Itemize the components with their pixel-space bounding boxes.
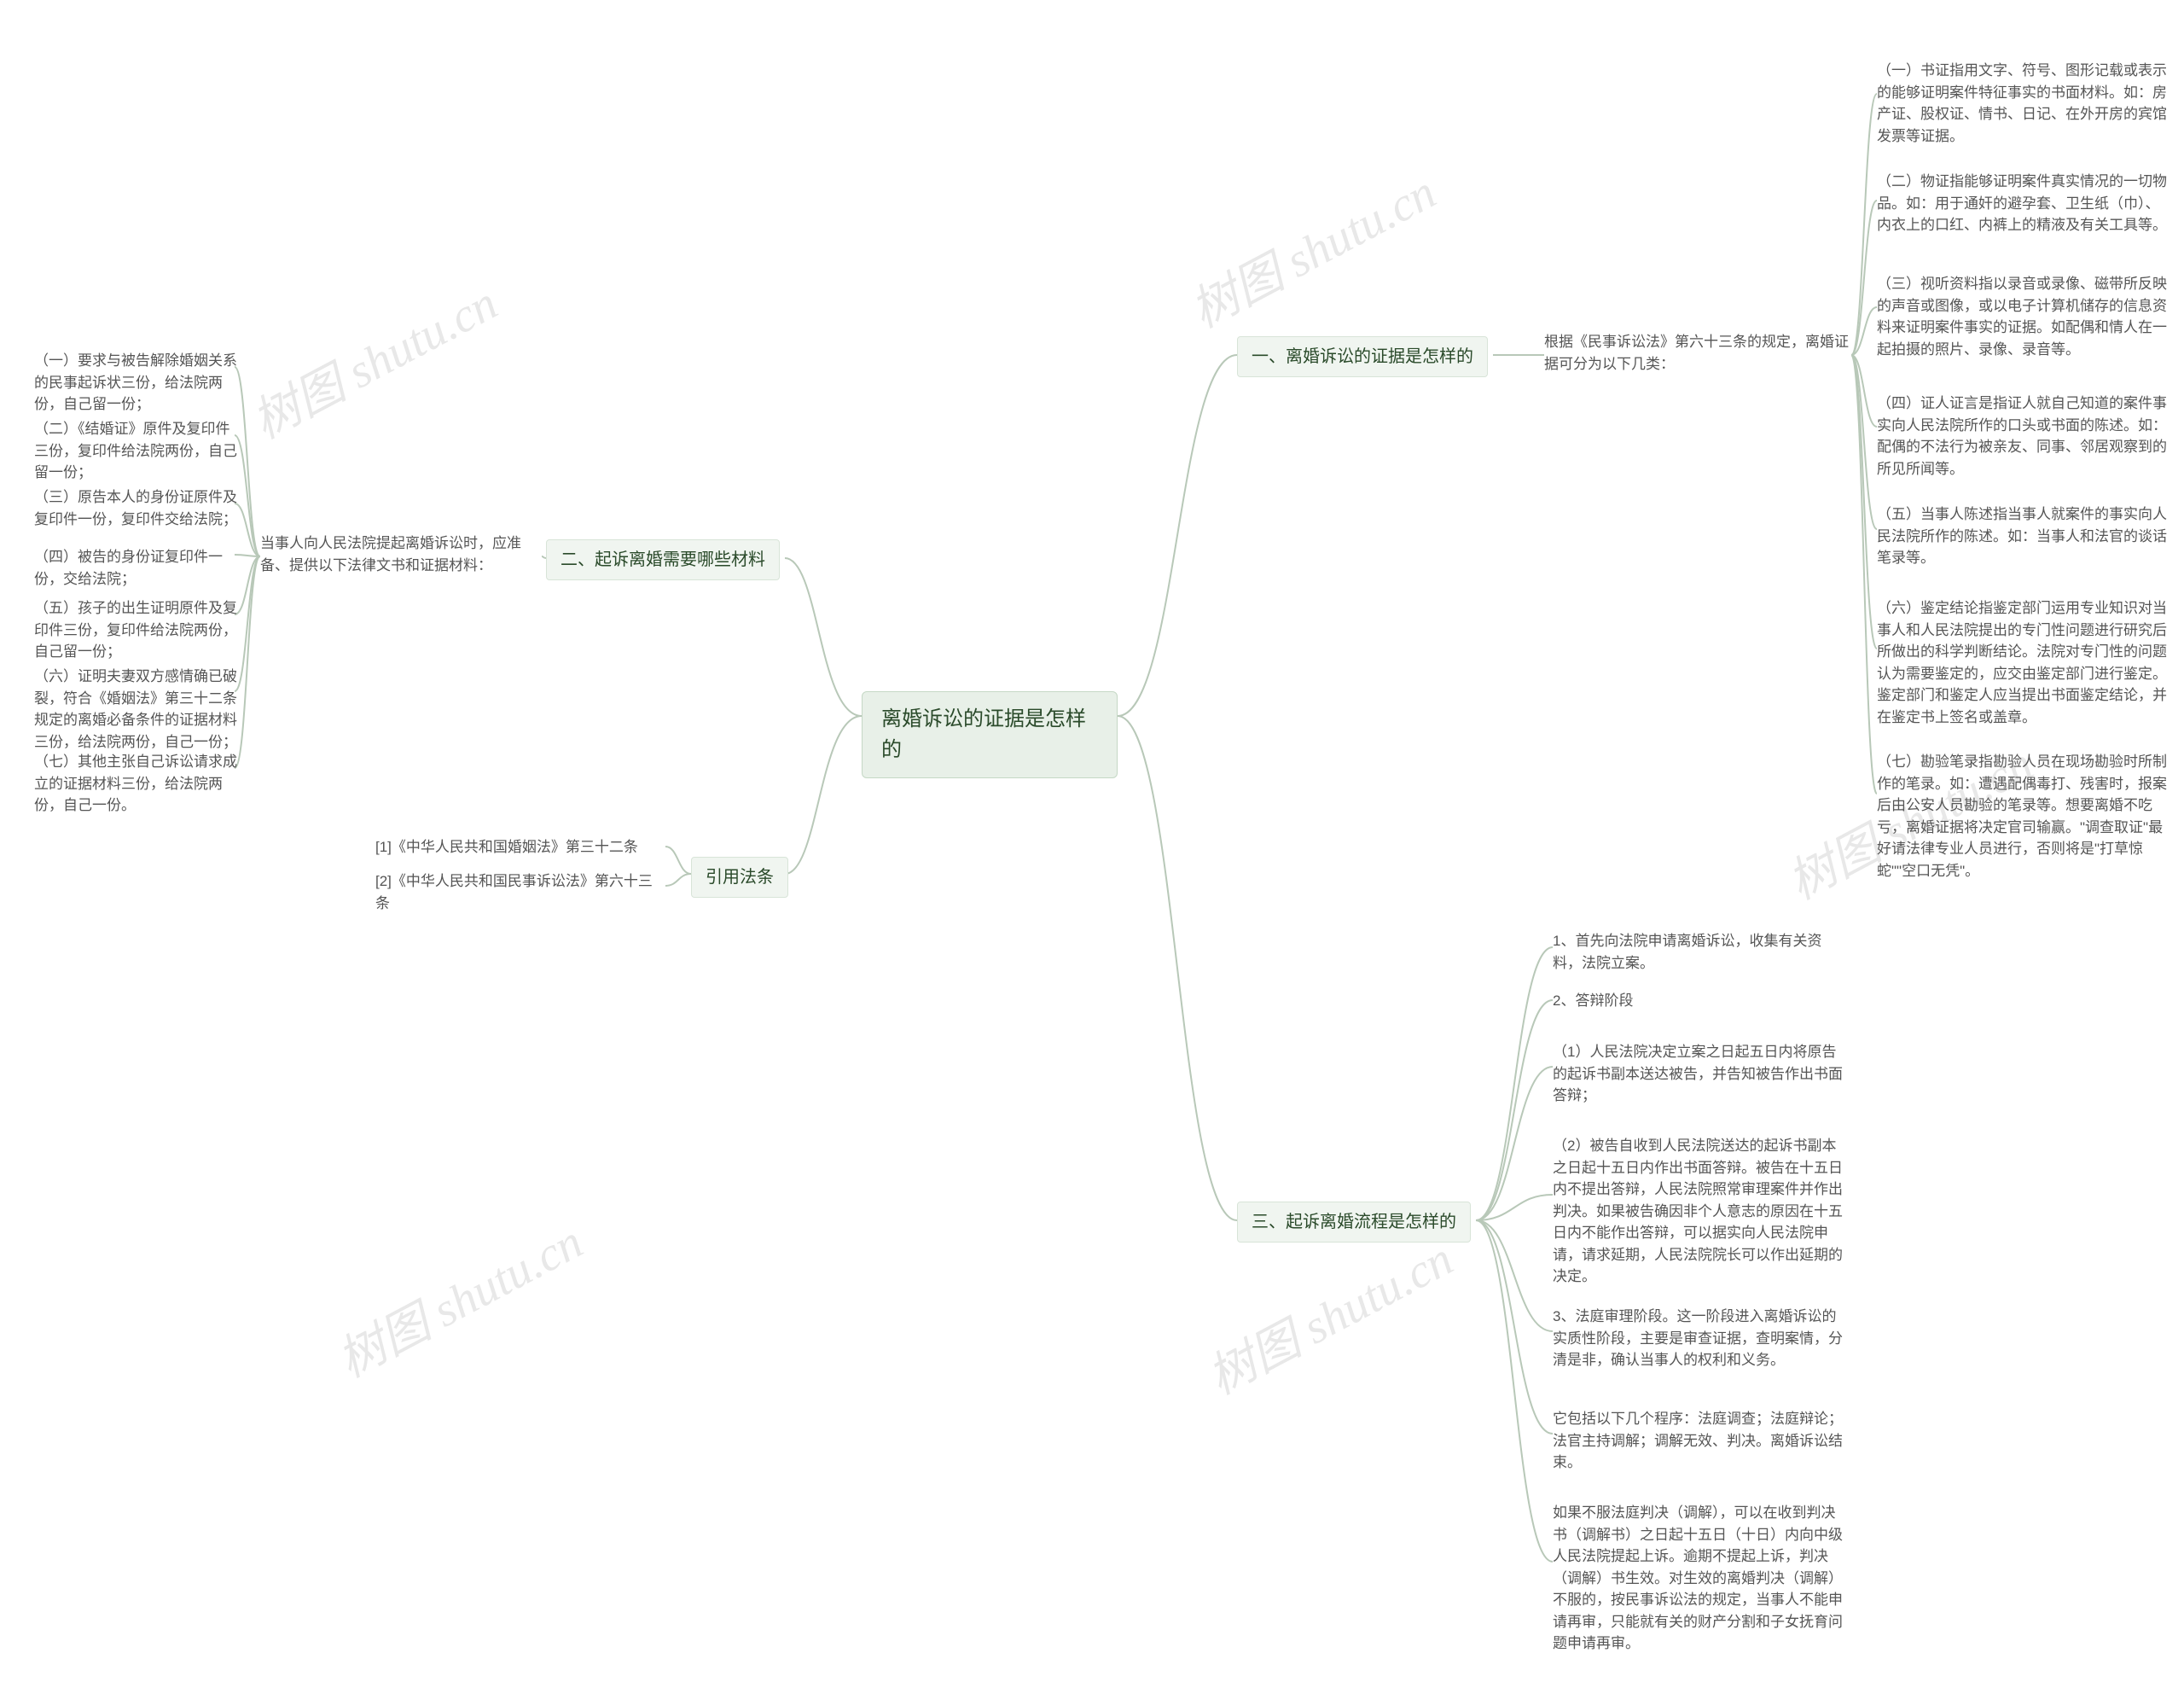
leaf-evidence-1: （一）书证指用文字、符号、图形记载或表示的能够证明案件特征事实的书面材料。如：房… <box>1877 60 2167 147</box>
leaf-process-1: 1、首先向法院申请离婚诉讼，收集有关资料，法院立案。 <box>1553 930 1843 974</box>
leaf-process-4: （2）被告自收到人民法院送达的起诉书副本之日起十五日内作出书面答辩。被告在十五日… <box>1553 1135 1843 1288</box>
leaf-evidence-4: （四）证人证言是指证人就自己知道的案件事实向人民法院所作的口头或书面的陈述。如：… <box>1877 393 2167 480</box>
watermark: 树图 shutu.cn <box>238 265 507 452</box>
watermark: 树图 shutu.cn <box>1176 154 1445 341</box>
leaf-citation-2: [2]《中华人民共和国民事诉讼法》第六十三条 <box>375 870 665 914</box>
leaf-material-7: （七）其他主张自己诉讼请求成立的证据材料三份，给法院两份，自己一份。 <box>34 751 239 817</box>
branch-evidence-types-sub: 根据《民事诉讼法》第六十三条的规定，离婚证据可分为以下几类： <box>1544 331 1851 375</box>
leaf-process-7: 如果不服法庭判决（调解），可以在收到判决书（调解书）之日起十五日（十日）内向中级… <box>1553 1502 1843 1655</box>
branch-citations[interactable]: 引用法条 <box>691 857 788 898</box>
leaf-process-2: 2、答辩阶段 <box>1553 990 1843 1012</box>
leaf-process-3: （1）人民法院决定立案之日起五日内将原告的起诉书副本送达被告，并告知被告作出书面… <box>1553 1041 1843 1107</box>
leaf-citation-1: [1]《中华人民共和国婚姻法》第三十二条 <box>375 836 665 858</box>
branch-materials-sub: 当事人向人民法院提起离婚诉讼时，应准备、提供以下法律文书和证据材料： <box>260 533 542 576</box>
leaf-process-5: 3、法庭审理阶段。这一阶段进入离婚诉讼的实质性阶段，主要是审查证据，查明案情，分… <box>1553 1306 1843 1371</box>
watermark: 树图 shutu.cn <box>1194 1221 1462 1408</box>
leaf-material-2: （二）《结婚证》原件及复印件三份，复印件给法院两份，自己留一份； <box>34 418 239 484</box>
leaf-material-6: （六）证明夫妻双方感情确已破裂，符合《婚姻法》第三十二条规定的离婚必备条件的证据… <box>34 666 239 753</box>
leaf-evidence-7: （七）勘验笔录指勘验人员在现场勘验时所制作的笔录。如：遭遇配偶毒打、残害时，报案… <box>1877 751 2167 882</box>
leaf-evidence-6: （六）鉴定结论指鉴定部门运用专业知识对当事人和人民法院提出的专门性问题进行研究后… <box>1877 597 2167 728</box>
leaf-evidence-5: （五）当事人陈述指当事人就案件的事实向人民法院所作的陈述。如：当事人和法官的谈话… <box>1877 503 2167 569</box>
leaf-material-5: （五）孩子的出生证明原件及复印件三份，复印件给法院两份，自己留一份； <box>34 597 239 663</box>
branch-materials[interactable]: 二、起诉离婚需要哪些材料 <box>546 539 780 580</box>
leaf-process-6: 它包括以下几个程序：法庭调查；法庭辩论；法官主持调解；调解无效、判决。离婚诉讼结… <box>1553 1408 1843 1474</box>
connector-layer <box>0 0 2184 1682</box>
mindmap-root[interactable]: 离婚诉讼的证据是怎样的 <box>862 691 1118 778</box>
branch-process[interactable]: 三、起诉离婚流程是怎样的 <box>1237 1202 1471 1243</box>
leaf-material-4: （四）被告的身份证复印件一份，交给法院； <box>34 546 239 590</box>
leaf-material-3: （三）原告本人的身份证原件及复印件一份，复印件交给法院； <box>34 486 239 530</box>
branch-evidence-types[interactable]: 一、离婚诉讼的证据是怎样的 <box>1237 336 1488 377</box>
watermark: 树图 shutu.cn <box>323 1204 592 1391</box>
leaf-material-1: （一）要求与被告解除婚姻关系的民事起诉状三份，给法院两份，自己留一份； <box>34 350 239 416</box>
leaf-evidence-3: （三）视听资料指以录音或录像、磁带所反映的声音或图像，或以电子计算机储存的信息资… <box>1877 273 2167 360</box>
leaf-evidence-2: （二）物证指能够证明案件真实情况的一切物品。如：用于通奸的避孕套、卫生纸（巾）、… <box>1877 171 2167 236</box>
